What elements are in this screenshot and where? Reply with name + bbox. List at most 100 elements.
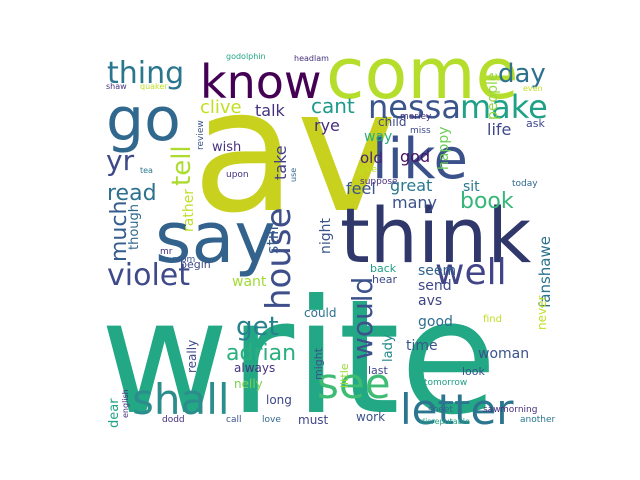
word: hear [372, 273, 397, 286]
word: letter [400, 385, 514, 434]
word: av [192, 53, 397, 251]
word: saw [483, 405, 501, 415]
word: lady [381, 334, 396, 362]
word: even [523, 84, 543, 93]
word: disreputable [420, 417, 470, 426]
word: day [498, 59, 546, 89]
word: upon [226, 170, 249, 180]
word: see [317, 359, 391, 408]
word: room [172, 255, 195, 265]
word: shaw [106, 82, 127, 91]
word: thing [107, 56, 184, 91]
word: dear [107, 398, 122, 428]
word: woman [478, 346, 529, 362]
word: like [372, 127, 468, 192]
word: dodd [162, 415, 185, 425]
word: well [435, 252, 507, 293]
word: call [226, 415, 241, 425]
word: much [107, 201, 132, 262]
word: book [460, 189, 514, 214]
word: love [262, 415, 281, 425]
word: tell [167, 145, 197, 186]
word: find [483, 314, 502, 325]
word: write [100, 266, 497, 450]
word: work [356, 410, 385, 424]
word: back [370, 262, 397, 275]
word: go [106, 85, 181, 155]
word: clive [200, 97, 242, 118]
word: take [271, 145, 290, 180]
word: must [298, 413, 329, 427]
word: never [535, 296, 549, 330]
word: sit [463, 179, 480, 195]
word: house [259, 207, 299, 310]
word: time [406, 338, 438, 354]
word: shall [132, 375, 230, 424]
word: godolphin [226, 52, 266, 61]
word: violet [107, 258, 190, 293]
word: little [338, 363, 351, 388]
word: avs [418, 293, 442, 309]
word: night [318, 217, 334, 254]
word: read [107, 181, 157, 206]
word: yr [106, 144, 135, 177]
word: god [400, 147, 430, 166]
word: say [155, 197, 276, 279]
word: rather [181, 189, 197, 232]
word: send [418, 278, 452, 294]
word: sheet [428, 405, 453, 415]
word: could [304, 306, 337, 320]
word: wish [212, 140, 241, 155]
word: people [485, 73, 501, 120]
word: cant [311, 94, 355, 118]
word: get [236, 312, 279, 342]
word: make [460, 88, 548, 126]
word: look [462, 365, 486, 378]
word: begin [180, 258, 211, 271]
word: use [289, 168, 298, 182]
word: feel [346, 179, 376, 198]
word: long [266, 393, 292, 407]
word: another [520, 415, 555, 425]
word: life [487, 120, 511, 139]
word: great [390, 176, 432, 195]
word: really [185, 340, 199, 373]
word: miss [410, 126, 431, 136]
word: way [364, 129, 392, 145]
word: suppose [360, 177, 398, 187]
word: good [418, 314, 453, 330]
word: english [121, 389, 130, 418]
word: want [232, 274, 267, 290]
word: old [360, 149, 383, 167]
word: fanshawe [536, 236, 554, 308]
word: nessa [368, 88, 461, 126]
word: seem [418, 263, 456, 279]
word: headlam [294, 54, 329, 63]
word: morley [400, 112, 432, 122]
word: last [368, 364, 389, 377]
word: would [346, 277, 379, 360]
word: quaker [140, 82, 168, 91]
word: adrian [226, 341, 296, 366]
word: still [263, 226, 282, 254]
word: mr [160, 247, 173, 257]
word: today [512, 179, 538, 189]
word: give [358, 165, 378, 175]
word: tomorrow [424, 378, 467, 388]
word: think [340, 191, 531, 280]
word: tea [140, 166, 153, 175]
word: though [127, 204, 142, 250]
word: rye [314, 116, 340, 135]
word: many [392, 193, 437, 212]
word: might [312, 347, 325, 380]
word: happy [436, 126, 452, 170]
word: always [234, 361, 275, 375]
word: come [326, 33, 519, 115]
word: review [196, 120, 206, 150]
word: morning [500, 405, 537, 415]
word: know [200, 55, 322, 109]
word: nelly [234, 377, 263, 391]
word: ask [526, 117, 545, 130]
word: child [378, 115, 407, 129]
